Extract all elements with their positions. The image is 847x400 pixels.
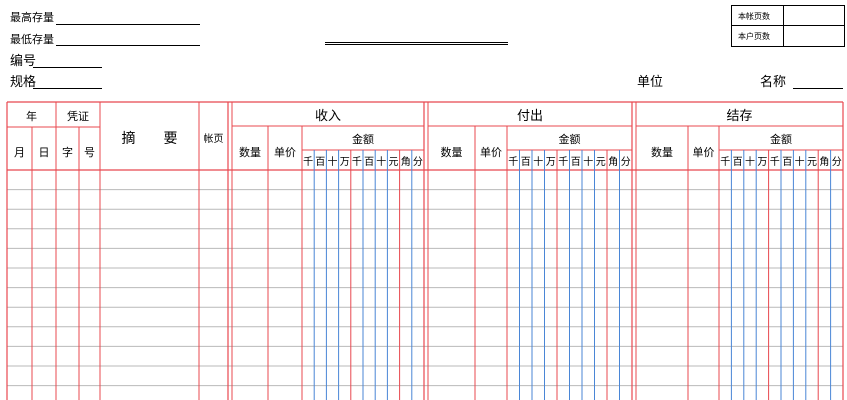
balance-title: 结存 bbox=[726, 109, 752, 124]
month-header: 月 bbox=[14, 146, 25, 159]
min-stock-label: 最低存量 bbox=[10, 33, 54, 46]
balance-digit-0: 千 bbox=[720, 156, 730, 168]
ledger-page-header: 帐页 bbox=[204, 132, 224, 145]
payout-digit-4: 千 bbox=[558, 156, 568, 168]
number-header: 号 bbox=[84, 146, 95, 159]
payout-digit-5: 百 bbox=[571, 156, 581, 168]
income-digit-0: 千 bbox=[303, 156, 313, 168]
day-header: 日 bbox=[39, 146, 50, 159]
income-digit-1: 百 bbox=[315, 156, 325, 168]
spec-field[interactable] bbox=[33, 88, 102, 89]
payout-quantity-header: 数量 bbox=[441, 146, 463, 159]
balance-digit-1: 百 bbox=[733, 156, 743, 168]
income-title: 收入 bbox=[315, 109, 341, 124]
spec-label: 规格 bbox=[10, 75, 37, 90]
balance-digit-8: 角 bbox=[819, 156, 829, 168]
payout-digit-8: 角 bbox=[608, 156, 618, 168]
title-double-rule bbox=[325, 42, 508, 45]
balance-digit-4: 千 bbox=[770, 156, 780, 168]
payout-digit-2: 十 bbox=[533, 155, 543, 168]
income-digit-4: 千 bbox=[352, 156, 362, 168]
payout-digit-0: 千 bbox=[508, 156, 518, 168]
this-account-pages-label: 本帐页数 bbox=[738, 12, 770, 21]
page-count-box: 本帐页数 本户页数 bbox=[731, 5, 845, 47]
balance-digit-2: 十 bbox=[745, 155, 755, 168]
income-amount-header: 金额 bbox=[352, 132, 374, 146]
income-digit-8: 角 bbox=[401, 156, 411, 168]
payout-title: 付出 bbox=[517, 109, 543, 124]
balance-digit-9: 分 bbox=[832, 156, 842, 168]
balance-digit-6: 十 bbox=[795, 155, 805, 168]
name-field[interactable] bbox=[793, 88, 843, 89]
income-digit-9: 分 bbox=[413, 156, 423, 168]
unit-label: 单位 bbox=[637, 75, 664, 90]
payout-digit-7: 元 bbox=[596, 157, 606, 168]
income-digit-3: 万 bbox=[340, 157, 350, 168]
payout-digit-3: 万 bbox=[546, 157, 556, 168]
payout-digit-6: 十 bbox=[583, 155, 593, 168]
balance-digit-5: 百 bbox=[782, 156, 792, 168]
max-stock-label: 最高存量 bbox=[10, 11, 54, 24]
balance-digit-3: 万 bbox=[757, 157, 767, 168]
year-header: 年 bbox=[26, 109, 37, 123]
income-digit-5: 百 bbox=[364, 156, 374, 168]
max-stock-field[interactable] bbox=[56, 24, 200, 25]
balance-digit-7: 元 bbox=[807, 157, 817, 168]
balance-amount-header: 金额 bbox=[770, 132, 792, 146]
word-header: 字 bbox=[62, 145, 73, 159]
income-digit-2: 十 bbox=[328, 155, 338, 168]
payout-amount-header: 金额 bbox=[559, 132, 581, 146]
min-stock-field[interactable] bbox=[56, 45, 200, 46]
balance-unit-price-header: 单价 bbox=[693, 146, 715, 159]
code-field[interactable] bbox=[33, 67, 102, 68]
this-user-pages-label: 本户页数 bbox=[738, 32, 770, 41]
payout-digit-1: 百 bbox=[521, 156, 531, 168]
income-quantity-header: 数量 bbox=[239, 146, 261, 159]
summary-header: 摘 要 bbox=[122, 130, 178, 147]
name-label: 名称 bbox=[760, 75, 787, 90]
income-digit-7: 元 bbox=[389, 157, 399, 168]
payout-digit-9: 分 bbox=[621, 156, 631, 168]
income-unit-price-header: 单价 bbox=[274, 146, 296, 159]
balance-quantity-header: 数量 bbox=[651, 146, 673, 159]
voucher-header: 凭证 bbox=[67, 109, 89, 123]
code-label: 编号 bbox=[10, 54, 37, 69]
income-digit-6: 十 bbox=[376, 155, 386, 168]
payout-unit-price-header: 单价 bbox=[480, 146, 502, 159]
